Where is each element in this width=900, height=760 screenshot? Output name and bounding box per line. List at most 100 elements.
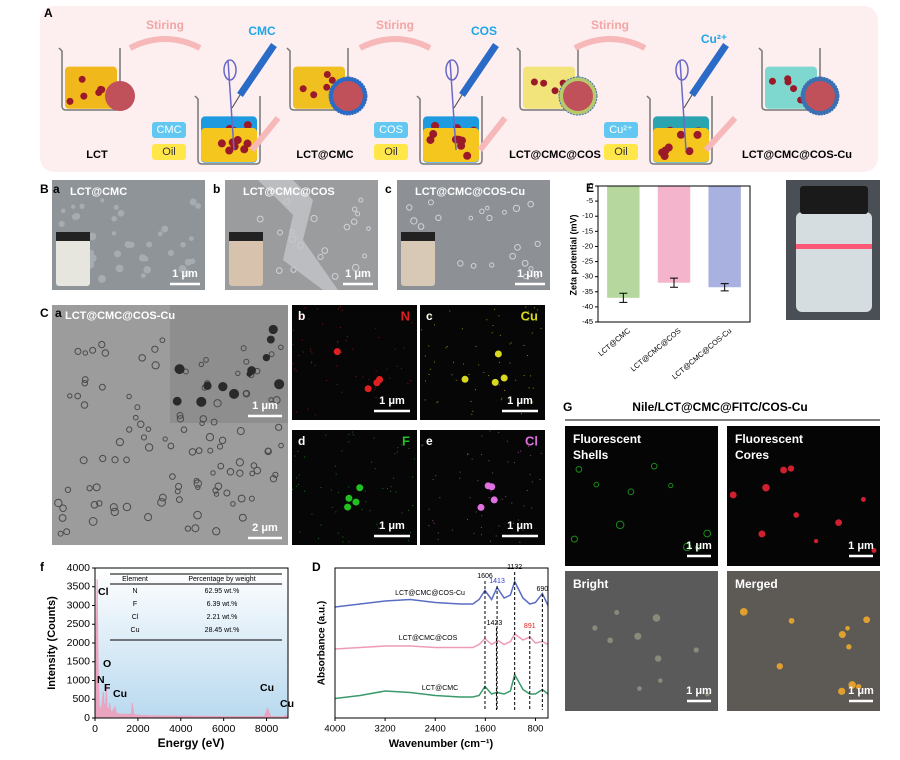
- y-tick-label: 2000: [67, 637, 91, 649]
- scale-label: 1 μm: [172, 268, 198, 280]
- eds-noise: [428, 525, 430, 527]
- scale-label: 1 μm: [848, 540, 874, 552]
- particle: [188, 236, 194, 242]
- eds-noise: [325, 434, 327, 436]
- particle: [351, 206, 358, 212]
- y-axis-label: Intensity (Counts): [46, 596, 58, 690]
- vial-cap: [401, 232, 435, 241]
- eds-noise: [492, 325, 494, 327]
- particle: [184, 258, 192, 266]
- droplet: [429, 130, 438, 139]
- beaker: [416, 95, 483, 165]
- particle: [266, 335, 275, 344]
- droplet: [454, 135, 463, 144]
- eds-noise: [501, 498, 503, 500]
- element-label: Cu: [521, 308, 538, 323]
- needle: [231, 94, 241, 109]
- eds-noise: [528, 387, 530, 389]
- peak-label: O: [103, 658, 111, 670]
- particle: [111, 456, 119, 464]
- step-label: Stiring: [591, 18, 629, 32]
- eds-noise: [390, 490, 392, 492]
- y-tick-label: -20: [582, 241, 593, 250]
- droplet: [95, 89, 103, 97]
- eds-noise: [411, 322, 413, 324]
- x-axis-label: Wavenumber (cm⁻¹): [389, 738, 494, 750]
- eds-noise: [355, 376, 357, 378]
- eds-noise: [437, 401, 439, 403]
- eds-noise: [352, 431, 354, 433]
- particle: [238, 513, 247, 522]
- particle: [435, 214, 442, 222]
- particle: [92, 483, 101, 492]
- droplet: [243, 121, 252, 130]
- particle: [144, 443, 154, 452]
- eds-noise: [486, 319, 488, 321]
- eds-noise: [298, 355, 300, 357]
- scale-label: 1 μm: [507, 395, 533, 407]
- table-header: Percentage by weight: [188, 576, 255, 583]
- eds-noise: [473, 532, 475, 534]
- eds-noise: [531, 481, 533, 483]
- image-title: Fluorescent: [573, 432, 641, 446]
- particle: [72, 213, 79, 220]
- tag-label: COS: [379, 124, 403, 136]
- eds-noise: [488, 375, 490, 377]
- particle: [98, 274, 106, 283]
- eds-noise: [433, 361, 435, 363]
- panel-title: Nile/LCT@CMC@FITC/COS-Cu: [632, 400, 807, 414]
- tag-box: [374, 144, 408, 160]
- eds-noise: [348, 541, 350, 543]
- particle: [145, 426, 152, 432]
- eds-noise: [401, 512, 403, 514]
- stir-rod: [679, 59, 687, 151]
- y-tick-label: -30: [582, 272, 593, 281]
- y-tick-label: 0: [589, 181, 593, 190]
- eds-noise: [337, 308, 339, 310]
- eds-noise: [523, 505, 525, 507]
- eds-noise: [432, 479, 434, 481]
- particle: [863, 616, 871, 624]
- particle: [81, 379, 89, 387]
- eds-noise: [310, 362, 312, 364]
- eds-noise: [311, 361, 313, 363]
- eds-noise: [424, 355, 426, 357]
- panel-sublabel: a: [53, 182, 60, 196]
- droplet: [463, 151, 472, 160]
- y-tick-label: 0: [84, 712, 90, 724]
- particle: [126, 393, 132, 400]
- eds-noise: [307, 408, 309, 410]
- eds-noise: [390, 486, 392, 488]
- particle: [89, 346, 97, 354]
- eds-noise: [488, 460, 490, 462]
- particle: [268, 351, 275, 358]
- spectrum-line: [334, 672, 549, 700]
- particle: [218, 436, 227, 445]
- particle: [226, 468, 235, 476]
- eds-particle: [333, 348, 341, 356]
- eds-noise: [407, 383, 409, 385]
- scale-label: 1 μm: [507, 520, 533, 532]
- particle: [111, 231, 117, 236]
- y-tick-label: 3000: [67, 599, 91, 611]
- particle: [217, 462, 225, 470]
- eds-noise: [342, 536, 344, 538]
- eds-noise: [308, 318, 310, 320]
- eds-noise: [451, 374, 453, 376]
- table-cell: 2.21 wt.%: [207, 614, 238, 621]
- eds-noise: [489, 430, 491, 432]
- eds-noise: [537, 309, 539, 311]
- particle: [479, 208, 485, 215]
- droplet: [299, 85, 307, 93]
- panel-label: f: [40, 560, 45, 574]
- particle: [570, 535, 578, 543]
- peak-label: Cu: [260, 682, 274, 694]
- eds-noise: [519, 541, 521, 543]
- eds-particle: [461, 375, 469, 383]
- table-cell: 62.95 wt.%: [205, 588, 240, 595]
- particle: [115, 437, 125, 447]
- series-label: LCT@CMC@COS: [399, 635, 458, 642]
- eds-noise: [470, 400, 472, 402]
- particle: [278, 344, 284, 351]
- eds-noise: [449, 310, 451, 312]
